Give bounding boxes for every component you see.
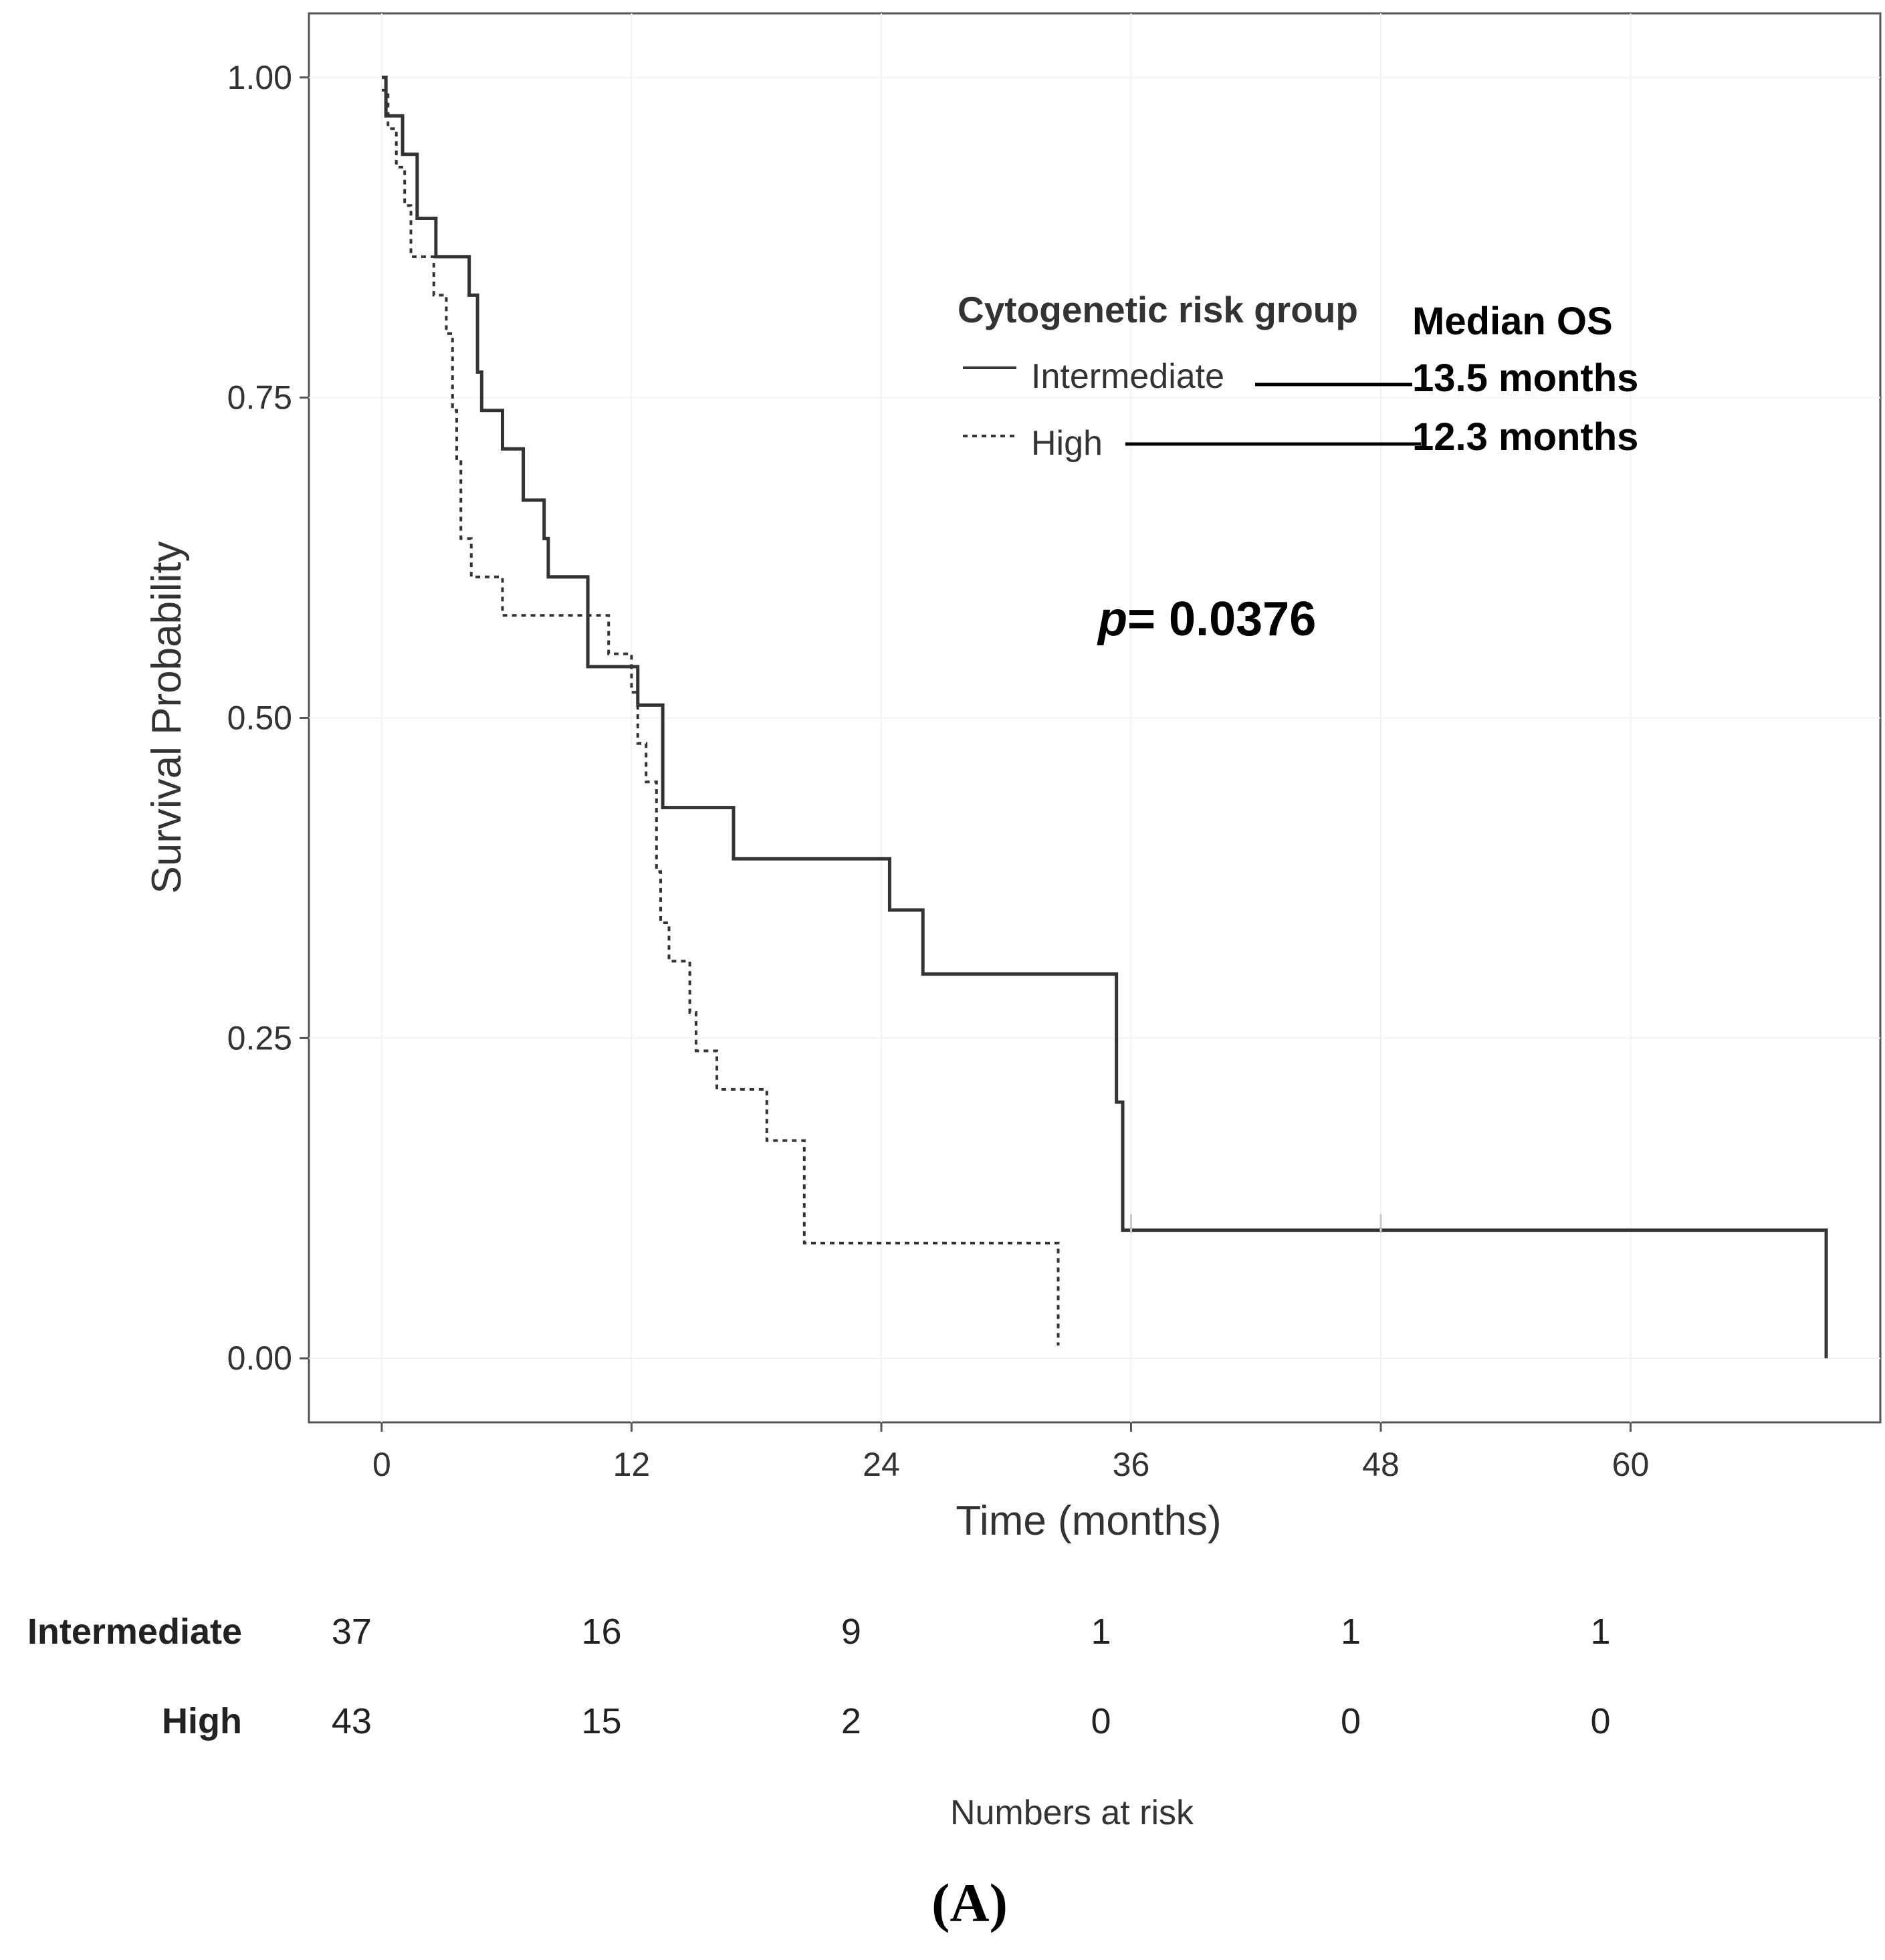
risk-value: 2 (841, 1701, 861, 1741)
legend-title: Cytogenetic risk group (958, 289, 1358, 330)
y-tick-label: 0.25 (227, 1019, 292, 1057)
legend: Cytogenetic risk group Intermediate High (958, 289, 1358, 463)
risk-value: 1 (1590, 1612, 1610, 1652)
legend-label-high: High (1031, 424, 1103, 463)
median-os-annotation: Median OS 13.5 months 12.3 months (1125, 300, 1638, 459)
y-tick-label: 0.75 (227, 379, 292, 417)
p-value-symbol: p (1097, 592, 1127, 646)
risk-row-label-intermediate: Intermediate (27, 1612, 242, 1652)
risk-value: 9 (841, 1612, 861, 1652)
y-tick-label: 0.50 (227, 699, 292, 737)
axis-ticks: 0.00 0.25 0.50 0.75 1.00 0 12 24 36 48 60 (227, 59, 1650, 1483)
risk-value: 37 (332, 1612, 372, 1652)
median-os-intermediate: 13.5 months (1412, 356, 1638, 400)
x-tick-label: 0 (372, 1446, 391, 1483)
risk-value: 15 (581, 1701, 621, 1741)
risk-value: 43 (332, 1701, 372, 1741)
y-tick-label: 1.00 (227, 59, 292, 96)
risk-value: 1 (1341, 1612, 1361, 1652)
risk-row-label-high: High (162, 1701, 242, 1741)
p-value-text: = 0.0376 (1127, 592, 1316, 646)
grid-lines (309, 13, 1880, 1422)
risk-value: 16 (581, 1612, 621, 1652)
risk-table: Intermediate High Numbers at risk 37 16 9 1… (27, 1612, 1611, 1832)
median-os-heading: Median OS (1412, 300, 1613, 343)
p-value: p= 0.0376 (1097, 592, 1316, 646)
x-tick-label: 60 (1612, 1446, 1650, 1483)
km-curve-high (381, 88, 1060, 1346)
risk-value: 0 (1091, 1701, 1111, 1741)
x-tick-label: 24 (863, 1446, 900, 1483)
x-axis-title: Time (months) (956, 1498, 1221, 1544)
risk-value: 0 (1341, 1701, 1361, 1741)
median-os-high: 12.3 months (1412, 415, 1638, 459)
risk-value: 0 (1590, 1701, 1610, 1741)
km-curve-intermediate (381, 76, 1828, 1359)
x-tick-label: 48 (1362, 1446, 1400, 1483)
survival-curves (381, 76, 1828, 1359)
legend-label-intermediate: Intermediate (1031, 357, 1224, 396)
panel-label: (A) (931, 1872, 1008, 1933)
risk-value: 1 (1091, 1612, 1111, 1652)
x-tick-label: 36 (1113, 1446, 1150, 1483)
x-tick-label: 12 (613, 1446, 651, 1483)
risk-table-title: Numbers at risk (950, 1793, 1194, 1832)
y-axis-title: Survival Probability (144, 541, 190, 893)
y-tick-label: 0.00 (227, 1339, 292, 1377)
